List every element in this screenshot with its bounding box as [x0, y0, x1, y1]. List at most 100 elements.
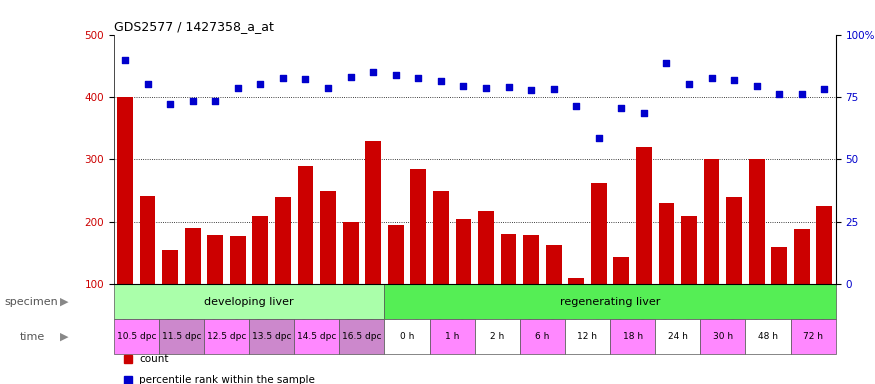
Bar — [681, 215, 696, 284]
Bar — [700, 319, 746, 354]
Text: 1 h: 1 h — [445, 332, 459, 341]
Bar — [430, 319, 475, 354]
Point — [750, 83, 764, 89]
Bar — [546, 245, 562, 284]
Point — [501, 84, 515, 90]
Point — [254, 81, 268, 88]
Bar — [365, 141, 382, 284]
Text: 72 h: 72 h — [803, 332, 823, 341]
Point — [637, 109, 651, 116]
Point — [547, 86, 561, 93]
Text: 13.5 dpc: 13.5 dpc — [252, 332, 291, 341]
Bar — [568, 278, 584, 284]
Text: regenerating liver: regenerating liver — [560, 296, 661, 307]
Bar — [816, 206, 832, 284]
Point — [794, 91, 808, 98]
Point — [457, 83, 471, 89]
Bar — [704, 159, 719, 284]
Point — [524, 87, 538, 93]
Bar — [114, 319, 159, 354]
Bar — [204, 319, 249, 354]
Text: developing liver: developing liver — [204, 296, 294, 307]
Point — [118, 56, 132, 63]
Bar — [523, 235, 539, 284]
Bar — [275, 197, 290, 284]
Bar — [384, 319, 430, 354]
Bar — [294, 319, 340, 354]
Bar — [749, 159, 765, 284]
Point — [614, 104, 628, 111]
Point — [321, 84, 335, 91]
Point — [366, 69, 380, 75]
Text: 0 h: 0 h — [400, 332, 414, 341]
Point — [570, 103, 584, 109]
Bar — [117, 97, 133, 284]
Point — [163, 101, 177, 108]
Bar — [520, 319, 565, 354]
Point — [388, 72, 402, 78]
Point — [411, 75, 425, 81]
Text: count: count — [139, 354, 169, 364]
Text: 18 h: 18 h — [622, 332, 642, 341]
Point — [186, 98, 200, 104]
Text: 12 h: 12 h — [578, 332, 598, 341]
Point — [434, 78, 448, 84]
Point — [141, 81, 155, 88]
Text: GDS2577 / 1427358_a_at: GDS2577 / 1427358_a_at — [114, 20, 274, 33]
Bar — [610, 319, 655, 354]
Bar — [320, 190, 336, 284]
Text: ▶: ▶ — [60, 296, 68, 307]
Point — [660, 60, 674, 66]
Bar — [746, 319, 790, 354]
Point — [208, 98, 222, 104]
Bar — [478, 211, 494, 284]
Bar — [298, 166, 313, 284]
Text: 48 h: 48 h — [758, 332, 778, 341]
Text: time: time — [19, 331, 45, 342]
Point — [298, 76, 312, 83]
Bar — [340, 319, 384, 354]
Bar — [655, 319, 700, 354]
Bar — [726, 197, 742, 284]
Point — [479, 85, 493, 91]
Text: 6 h: 6 h — [536, 332, 550, 341]
Bar — [207, 235, 223, 284]
Text: 12.5 dpc: 12.5 dpc — [206, 332, 246, 341]
Bar — [456, 218, 472, 284]
Text: 2 h: 2 h — [490, 332, 504, 341]
Point — [682, 81, 696, 88]
Bar — [185, 228, 200, 284]
Bar — [794, 229, 809, 284]
Point — [344, 74, 358, 80]
Bar — [410, 169, 426, 284]
Bar — [114, 284, 384, 319]
Bar — [433, 190, 449, 284]
Text: 24 h: 24 h — [668, 332, 688, 341]
Point — [704, 75, 718, 81]
Bar — [565, 319, 610, 354]
Bar — [343, 222, 359, 284]
Bar — [230, 236, 246, 284]
Text: 14.5 dpc: 14.5 dpc — [298, 332, 337, 341]
Text: percentile rank within the sample: percentile rank within the sample — [139, 374, 315, 384]
Bar — [384, 284, 836, 319]
Point — [276, 75, 290, 81]
Bar — [475, 319, 520, 354]
Bar — [790, 319, 836, 354]
Point — [592, 134, 605, 141]
Point — [231, 84, 245, 91]
Text: specimen: specimen — [4, 296, 58, 307]
Bar — [140, 195, 156, 284]
Bar — [591, 183, 606, 284]
Text: 30 h: 30 h — [713, 332, 733, 341]
Bar — [253, 215, 269, 284]
Text: 10.5 dpc: 10.5 dpc — [116, 332, 156, 341]
Bar — [162, 250, 178, 284]
Point — [773, 91, 787, 98]
Point — [727, 77, 741, 83]
Bar — [636, 147, 652, 284]
Bar — [159, 319, 204, 354]
Bar — [388, 225, 403, 284]
Text: ▶: ▶ — [60, 331, 68, 342]
Bar — [500, 234, 516, 284]
